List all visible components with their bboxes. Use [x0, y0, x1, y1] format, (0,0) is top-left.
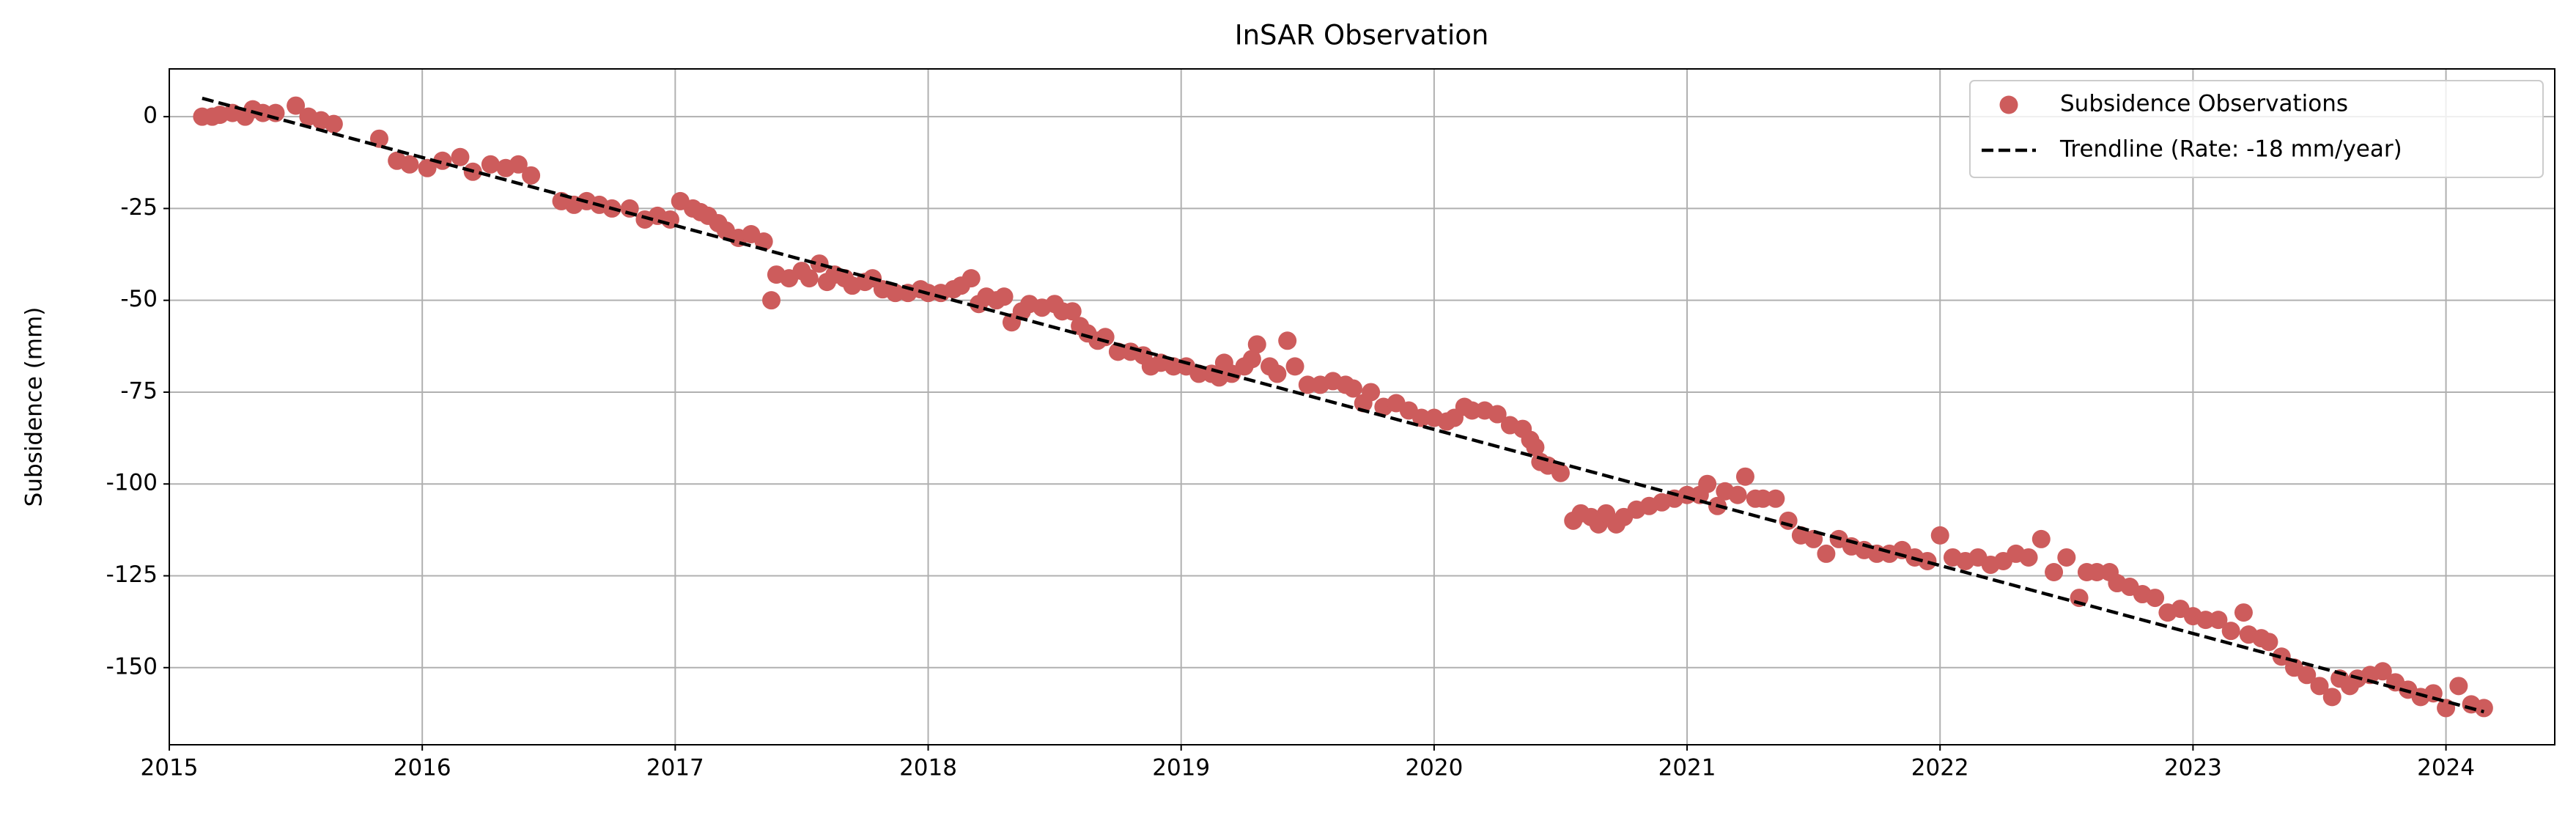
data-point	[2373, 662, 2392, 681]
data-point	[451, 147, 470, 166]
data-point	[1766, 489, 1785, 508]
x-tick-label: 2020	[1405, 755, 1463, 781]
x-tick-label: 2021	[1658, 755, 1716, 781]
data-point	[1551, 463, 1570, 482]
legend-label: Trendline (Rate: -18 mm/year)	[2059, 136, 2402, 163]
data-point	[2031, 529, 2051, 548]
data-point	[2196, 611, 2215, 630]
data-point	[2298, 666, 2317, 685]
x-tick-label: 2015	[141, 755, 199, 781]
data-point	[1930, 526, 1949, 545]
data-point	[2474, 699, 2493, 718]
data-point	[1754, 489, 1773, 508]
data-point	[1285, 357, 1304, 376]
data-point	[1488, 405, 1507, 424]
data-point	[2057, 548, 2076, 567]
y-axis-label: Subsidence (mm)	[21, 307, 48, 507]
x-tick-label: 2023	[2164, 755, 2222, 781]
plot-frame	[169, 68, 2555, 745]
data-point	[509, 155, 528, 174]
data-point	[1063, 302, 1082, 321]
y-tick-label: -125	[106, 562, 158, 588]
data-point	[1164, 357, 1183, 376]
data-point	[1412, 408, 1431, 427]
data-point	[1268, 364, 1287, 383]
data-point	[1298, 375, 1317, 394]
data-point	[400, 155, 419, 174]
data-point	[1735, 467, 1754, 486]
data-point	[2221, 622, 2240, 641]
data-point	[254, 103, 273, 122]
x-tick-label: 2022	[1911, 755, 1969, 781]
legend-swatch	[1999, 95, 2018, 114]
y-tick-label: -25	[120, 194, 158, 221]
x-tick-label: 2016	[394, 755, 451, 781]
data-point	[2259, 633, 2278, 652]
y-tick-label: -75	[120, 378, 158, 404]
data-point	[800, 269, 819, 288]
data-point	[2019, 548, 2038, 567]
data-point	[481, 155, 500, 174]
data-point	[962, 269, 981, 288]
y-tick-label: -50	[120, 286, 158, 312]
data-point	[1698, 474, 1717, 493]
data-point	[1247, 335, 1266, 354]
data-point	[2310, 677, 2329, 696]
y-tick-label: 0	[143, 103, 158, 129]
data-point	[2449, 677, 2468, 696]
data-point	[1362, 383, 1381, 402]
data-point	[1189, 364, 1208, 383]
data-point	[754, 232, 773, 251]
data-point	[1728, 485, 1747, 504]
x-tick-label: 2017	[646, 755, 704, 781]
chart-title: InSAR Observation	[1235, 20, 1489, 51]
data-point	[2234, 603, 2253, 622]
legend-label: Subsidence Observations	[2060, 91, 2348, 117]
data-point	[2045, 562, 2064, 581]
x-tick-label: 2019	[1152, 755, 1210, 781]
data-point	[762, 291, 781, 310]
data-point	[1278, 331, 1297, 350]
data-point	[1804, 529, 1823, 548]
data-point	[522, 166, 541, 185]
trend-line	[202, 96, 2484, 714]
data-point	[994, 287, 1014, 306]
data-point	[886, 284, 905, 303]
data-point	[1817, 544, 1836, 563]
data-point	[810, 254, 829, 273]
data-point	[1918, 551, 1937, 570]
data-point	[2272, 647, 2291, 666]
data-point	[1343, 379, 1362, 398]
x-tick-label: 2018	[899, 755, 957, 781]
data-point	[2146, 589, 2165, 608]
x-tick-label: 2024	[2417, 755, 2475, 781]
data-point	[418, 158, 437, 177]
data-point	[2322, 688, 2341, 707]
y-tick-label: -100	[106, 470, 158, 496]
legend-box	[1969, 80, 2544, 178]
data-point	[2209, 611, 2228, 630]
data-point	[2087, 562, 2106, 581]
data-point	[324, 114, 343, 133]
data-point	[1242, 350, 1261, 369]
data-point	[287, 96, 306, 115]
y-tick-label: -150	[106, 653, 158, 680]
data-point	[1526, 438, 1545, 457]
data-point	[1463, 401, 1482, 420]
data-point	[1096, 328, 1115, 347]
data-point	[1779, 511, 1798, 530]
